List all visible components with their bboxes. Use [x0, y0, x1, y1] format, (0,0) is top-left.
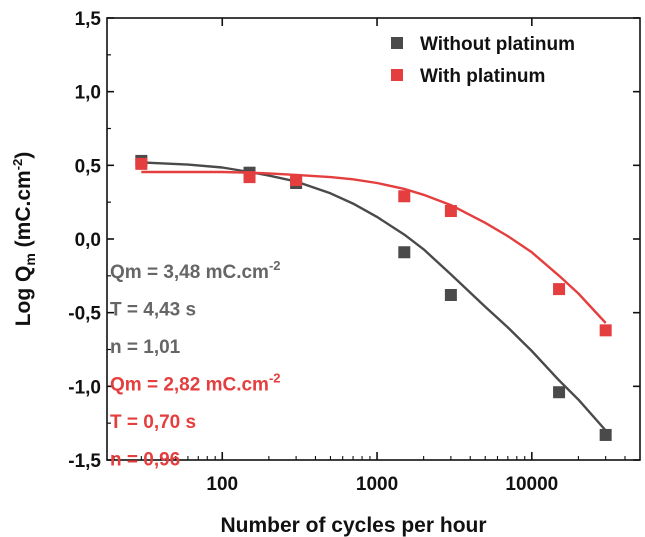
data-point: [398, 190, 411, 203]
y-tick-label: -1,0: [68, 377, 101, 398]
data-point: [553, 283, 566, 296]
series-0: [135, 154, 612, 441]
y-axis-title-main: Log Q: [12, 266, 35, 327]
y-axis-title-subscript: m: [22, 253, 38, 265]
data-point: [290, 174, 303, 187]
x-axis-title: Number of cycles per hour: [220, 514, 486, 537]
y-tick-label: -1,5: [68, 451, 101, 472]
y-axis-title-unit-close: ): [12, 152, 35, 159]
annotation-line: T = 4,43 s: [110, 300, 196, 321]
legend: Without platinum With platinum: [391, 34, 575, 87]
y-tick-label: 1,5: [75, 9, 102, 30]
data-point: [599, 428, 612, 441]
annotation-text: T = 0,70 s: [110, 412, 196, 433]
fit-curve: [141, 170, 607, 324]
y-axis-title: Log Qm (mC.cm-2): [10, 152, 38, 327]
data-point: [398, 246, 411, 259]
x-tick-label: 10000: [505, 474, 558, 495]
annotation-text: T = 4,43 s: [110, 300, 196, 321]
data-point: [444, 288, 457, 301]
series-1: [135, 157, 612, 337]
annotation-text: n = 1,01: [110, 337, 181, 358]
y-axis-title-unit: (mC.cm: [12, 170, 35, 253]
legend-marker: [391, 69, 403, 81]
y-tick-label: 1,0: [75, 83, 101, 104]
annotation-line: Qm = 2,82 mC.cm-2: [110, 371, 281, 396]
data-point: [243, 171, 256, 184]
y-axis-title-superscript: -2: [10, 159, 25, 171]
legend-label: With platinum: [420, 66, 545, 87]
annotation-line: T = 0,70 s: [110, 412, 196, 433]
legend-marker: [391, 37, 403, 49]
annotation-text: n = 0,96: [110, 450, 180, 471]
annotation-line: Qm = 3,48 mC.cm-2: [110, 258, 281, 283]
y-tick-label: 0,0: [75, 230, 101, 251]
data-point: [599, 324, 612, 337]
annotation-line: n = 1,01: [110, 337, 181, 358]
annotation-text: Qm = 3,48 mC.cm: [110, 262, 269, 283]
legend-label: Without platinum: [420, 34, 575, 55]
annotation-line: n = 0,96: [110, 450, 180, 471]
x-tick-label: 100: [206, 474, 238, 495]
annotation-superscript: -2: [269, 371, 281, 386]
y-tick-label: 0,5: [75, 156, 102, 177]
annotation-text: Qm = 2,82 mC.cm: [110, 375, 269, 396]
x-tick-label: 1000: [356, 474, 398, 495]
axes: -1,5 -1,0 -0,5 0,0 0,5 1,0 1,5 100 1000 10000 Numb…: [10, 9, 641, 537]
data-point: [444, 205, 457, 218]
series-layer: [135, 154, 612, 441]
data-point: [553, 386, 566, 399]
annotation-superscript: -2: [269, 258, 281, 273]
y-tick-label: -0,5: [68, 304, 101, 325]
data-point: [135, 157, 148, 170]
